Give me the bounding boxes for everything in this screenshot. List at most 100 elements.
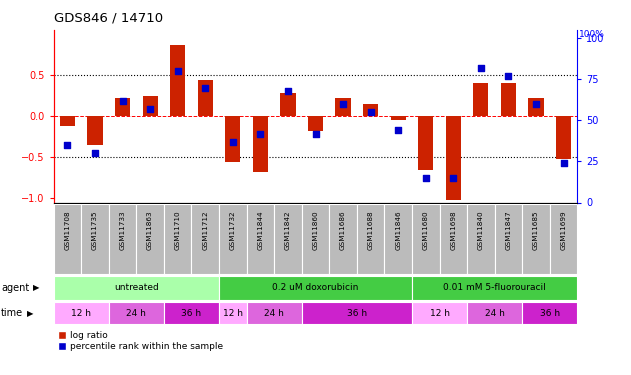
Bar [109, 302, 164, 324]
Bar [528, 98, 543, 116]
Bar [445, 116, 461, 200]
Text: untreated: untreated [114, 284, 159, 292]
Text: GDS846 / 14710: GDS846 / 14710 [54, 11, 163, 24]
Bar [247, 204, 274, 274]
Bar [391, 116, 406, 120]
Text: GSM11712: GSM11712 [203, 210, 208, 249]
Bar [170, 45, 186, 116]
Bar [412, 302, 467, 324]
Point [173, 68, 183, 74]
Text: 12 h: 12 h [223, 309, 243, 318]
Point [145, 106, 155, 112]
Bar [473, 83, 488, 116]
Text: 36 h: 36 h [347, 309, 367, 318]
Text: GSM11688: GSM11688 [368, 210, 374, 249]
Bar [556, 116, 571, 159]
Text: GSM11685: GSM11685 [533, 210, 539, 249]
Bar [143, 96, 158, 116]
Bar [81, 204, 109, 274]
Point [228, 139, 238, 145]
Text: GSM11708: GSM11708 [64, 210, 71, 249]
Text: 0.2 uM doxorubicin: 0.2 uM doxorubicin [273, 284, 358, 292]
Bar [115, 98, 130, 116]
Text: 24 h: 24 h [485, 309, 505, 318]
Point [421, 175, 431, 181]
Bar [418, 116, 433, 170]
Point [504, 73, 514, 79]
Bar [412, 276, 577, 300]
Bar [302, 302, 412, 324]
Bar [302, 204, 329, 274]
Bar [54, 204, 81, 274]
Text: GSM11847: GSM11847 [505, 210, 512, 249]
Point [283, 88, 293, 94]
Text: ▶: ▶ [33, 284, 39, 292]
Text: 12 h: 12 h [71, 309, 91, 318]
Bar [247, 302, 302, 324]
Point [200, 84, 210, 90]
Point [90, 150, 100, 156]
Legend: log ratio, percentile rank within the sample: log ratio, percentile rank within the sa… [58, 331, 223, 351]
Point [393, 127, 403, 133]
Bar [467, 302, 522, 324]
Bar [363, 104, 378, 116]
Bar [136, 204, 164, 274]
Bar [336, 98, 351, 116]
Point [256, 130, 266, 136]
Bar [440, 204, 467, 274]
Point [117, 98, 127, 104]
Bar [88, 116, 103, 145]
Text: agent: agent [1, 283, 30, 293]
Text: GSM11842: GSM11842 [285, 210, 291, 249]
Bar [501, 83, 516, 116]
Text: 24 h: 24 h [126, 309, 146, 318]
Point [338, 101, 348, 107]
Bar [219, 204, 247, 274]
Text: GSM11735: GSM11735 [92, 210, 98, 249]
Text: GSM11710: GSM11710 [175, 210, 180, 249]
Text: GSM11846: GSM11846 [395, 210, 401, 249]
Bar [54, 276, 219, 300]
Bar [164, 204, 191, 274]
Point [531, 101, 541, 107]
Text: GSM11860: GSM11860 [312, 210, 319, 249]
Text: 36 h: 36 h [540, 309, 560, 318]
Text: GSM11698: GSM11698 [451, 210, 456, 249]
Text: GSM11863: GSM11863 [147, 210, 153, 249]
Bar [384, 204, 412, 274]
Bar [54, 302, 109, 324]
Bar [219, 276, 412, 300]
Point [62, 142, 73, 148]
Point [310, 130, 321, 136]
Point [448, 175, 458, 181]
Point [365, 109, 375, 115]
Bar [280, 93, 295, 116]
Bar [109, 204, 136, 274]
Bar [495, 204, 522, 274]
Text: 24 h: 24 h [264, 309, 284, 318]
Bar [412, 204, 440, 274]
Bar [191, 204, 219, 274]
Bar [357, 204, 384, 274]
Text: 12 h: 12 h [430, 309, 449, 318]
Text: GSM11844: GSM11844 [257, 210, 263, 249]
Bar [164, 302, 219, 324]
Text: GSM11686: GSM11686 [340, 210, 346, 249]
Bar [467, 204, 495, 274]
Text: 36 h: 36 h [181, 309, 201, 318]
Bar [198, 80, 213, 116]
Bar [522, 204, 550, 274]
Text: GSM11680: GSM11680 [423, 210, 428, 249]
Bar [253, 116, 268, 172]
Bar [522, 302, 577, 324]
Bar [225, 116, 240, 162]
Point [558, 160, 569, 166]
Text: GSM11732: GSM11732 [230, 210, 236, 249]
Point [476, 65, 486, 71]
Bar [60, 116, 75, 126]
Bar [274, 204, 302, 274]
Bar [550, 204, 577, 274]
Text: GSM11840: GSM11840 [478, 210, 484, 249]
Bar [308, 116, 323, 131]
Text: time: time [1, 308, 23, 318]
